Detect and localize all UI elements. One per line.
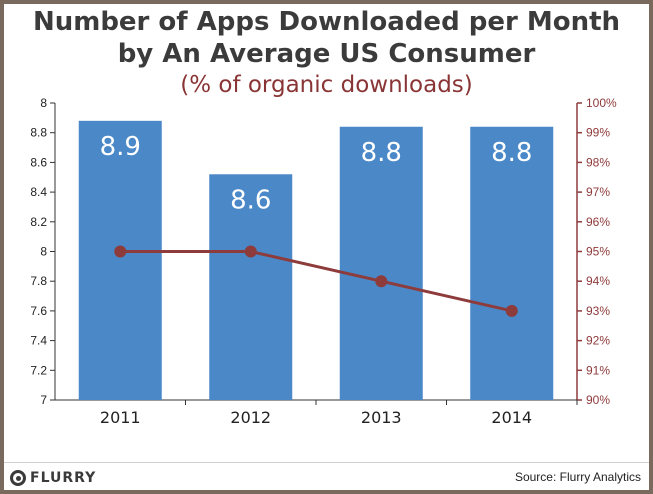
left-axis-tick-label: 8 (40, 245, 47, 259)
subtitle-text: % of organic downloads (189, 72, 464, 98)
left-axis-tick-label: 7.6 (30, 304, 47, 318)
right-axis-tick-label: 90% (586, 393, 610, 407)
flurry-logo: FLURRY (10, 467, 96, 489)
chart-subtitle: (% of organic downloads) (4, 70, 649, 100)
bar-2012 (209, 174, 293, 400)
bar-value-label: 8.8 (361, 138, 402, 168)
left-axis-tick-label: 7.4 (30, 334, 47, 348)
subtitle-open-paren: ( (180, 72, 190, 98)
left-axis-tick-label: 7.8 (30, 274, 47, 288)
right-axis-tick-label: 96% (586, 215, 610, 229)
organic-downloads-line (120, 250, 513, 313)
left-axis-tick-label: 8 (40, 96, 47, 110)
left-axis-tick-label: 8.2 (30, 215, 47, 229)
bar-value-label: 8.8 (491, 138, 532, 168)
organic-downloads-point-2012 (244, 245, 257, 258)
footer-divider (4, 462, 649, 463)
chart-title-line-1: Number of Apps Downloaded per Month (32, 7, 621, 37)
right-axis-tick-label: 99% (586, 126, 610, 140)
x-axis-tick-label: 2013 (361, 408, 402, 427)
left-axis-tick-label: 8.6 (30, 155, 47, 169)
left-axis-tick-label: 7.2 (30, 363, 47, 377)
source-credit: Source: Flurry Analytics (514, 470, 641, 484)
right-axis-tick-label: 92% (586, 334, 610, 348)
right-axis-tick-label: 94% (586, 274, 610, 288)
x-axis-tick-label: 2011 (100, 408, 141, 427)
left-axis-tick-label: 8.8 (30, 126, 47, 140)
chart-frame: Number of Apps Downloaded per Month by A… (4, 4, 649, 490)
chart-title: Number of Apps Downloaded per Month by A… (4, 6, 649, 70)
right-axis-tick-label: 95% (586, 245, 610, 259)
bar-2013 (339, 126, 423, 400)
bar-2011 (78, 120, 162, 400)
bar-value-label: 8.9 (100, 132, 141, 162)
x-axis-tick-label: 2012 (230, 408, 271, 427)
right-axis-tick-label: 98% (586, 155, 610, 169)
right-axis-tick-label: 100% (586, 96, 617, 110)
chart-plot: 7 7.2 7.4 7.6 7.8 8 8.2 8.4 8.6 8.8 8 90% 91% 92% 93% 9… (30, 96, 617, 427)
organic-downloads-point-2013 (375, 275, 388, 288)
x-axis-tick-label: 2014 (491, 408, 532, 427)
bar-2014 (470, 126, 554, 400)
right-axis-tick-label: 91% (586, 363, 610, 377)
chart-title-line-2: by An Average US Consumer (117, 39, 536, 69)
flurry-logo-icon (10, 470, 26, 486)
right-axis-tick-label: 97% (586, 185, 610, 199)
bar-value-label: 8.6 (230, 185, 271, 215)
organic-downloads-point-2014 (505, 304, 518, 317)
flurry-logo-text: FLURRY (30, 470, 97, 486)
right-axis-tick-label: 93% (586, 304, 610, 318)
subtitle-close-paren: ) (463, 72, 473, 98)
organic-downloads-point-2011 (114, 245, 127, 258)
left-axis-tick-label: 7 (40, 393, 47, 407)
left-axis-tick-label: 8.4 (30, 185, 47, 199)
